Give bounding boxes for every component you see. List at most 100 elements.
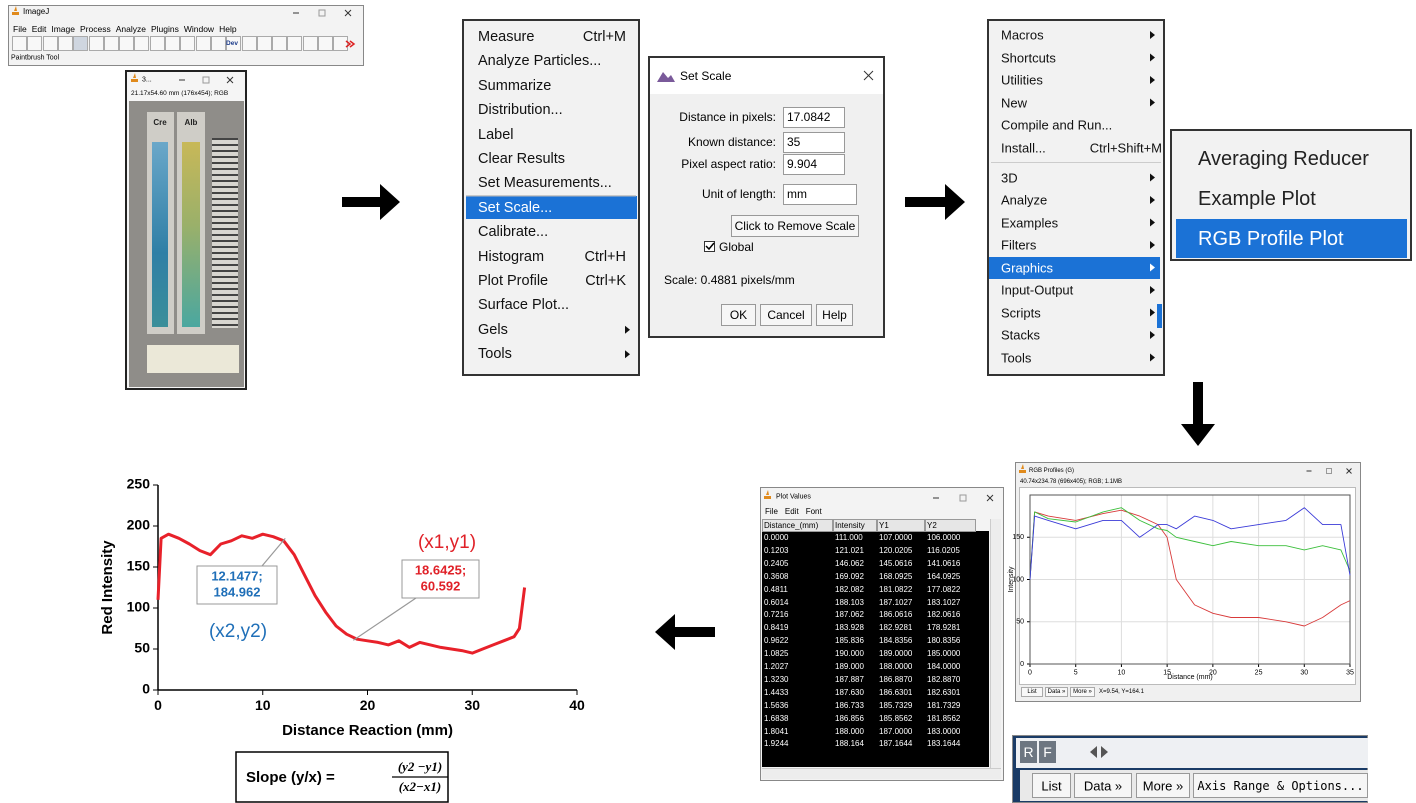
- menu-item[interactable]: Input-Output: [1001, 284, 1073, 297]
- table-cell: 141.0616: [927, 560, 960, 568]
- table-cell: 188.000: [835, 728, 864, 736]
- menu-item[interactable]: Shortcuts: [1001, 51, 1056, 64]
- button-label: List: [1041, 780, 1061, 793]
- table-cell: 187.062: [835, 611, 864, 619]
- tool-button[interactable]: [134, 36, 149, 51]
- menu-item[interactable]: Averaging Reducer: [1198, 149, 1369, 169]
- table-cell: 184.8356: [879, 637, 912, 645]
- menu-item[interactable]: RGB Profile Plot: [1198, 229, 1344, 249]
- scrollbar[interactable]: [762, 768, 1001, 779]
- menu-item[interactable]: Distribution...: [478, 103, 563, 118]
- menu-item[interactable]: Summarize: [478, 79, 551, 94]
- tool-button[interactable]: [196, 36, 211, 51]
- menu-item[interactable]: Image: [51, 25, 75, 34]
- menu-item[interactable]: Install...: [1001, 141, 1046, 154]
- table-cell: 186.6301: [879, 689, 912, 697]
- menu-item[interactable]: Gels: [478, 323, 508, 338]
- table-cell: 107.0000: [879, 534, 912, 542]
- tool-button[interactable]: [12, 36, 27, 51]
- tool-button[interactable]: [242, 36, 257, 51]
- menu-item[interactable]: Utilities: [1001, 74, 1043, 87]
- window-title: Plot Values: [776, 494, 811, 501]
- menu-item[interactable]: Surface Plot...: [478, 298, 569, 313]
- menu-item[interactable]: Tools: [1001, 351, 1031, 364]
- button-label: Data »: [1084, 780, 1122, 793]
- y-tick-label: 0: [142, 681, 150, 697]
- menu-item[interactable]: Analyze: [1001, 194, 1047, 207]
- menu-item[interactable]: Tools: [478, 347, 512, 362]
- menu-item[interactable]: Measure: [478, 30, 534, 45]
- zoom-toolbar: [1016, 738, 1368, 768]
- tool-button[interactable]: [73, 36, 88, 51]
- annotation-text: 184.962: [214, 584, 261, 599]
- y-axis-label: Red Intensity: [99, 540, 116, 635]
- table-cell: 164.0925: [927, 573, 960, 581]
- menu-item[interactable]: Window: [184, 25, 214, 34]
- tool-button[interactable]: [58, 36, 73, 51]
- menu-item[interactable]: Histogram: [478, 249, 544, 264]
- table-cell: 183.0000: [927, 728, 960, 736]
- menu-item[interactable]: Graphics: [1001, 261, 1053, 274]
- menu-item[interactable]: Set Scale...: [478, 201, 552, 216]
- menu-item[interactable]: Process: [80, 25, 111, 34]
- menu-item[interactable]: Macros: [1001, 29, 1044, 42]
- menu-item[interactable]: Scripts: [1001, 306, 1041, 319]
- menu-item[interactable]: Example Plot: [1198, 189, 1316, 209]
- tool-button[interactable]: [287, 36, 302, 51]
- scrollbar[interactable]: [990, 519, 1001, 768]
- y-tick-label: 250: [127, 476, 151, 492]
- tool-button[interactable]: [180, 36, 195, 51]
- tool-button[interactable]: [150, 36, 165, 51]
- table-cell: 0.4811: [764, 586, 788, 594]
- button-label: List: [1027, 689, 1036, 695]
- menu-item[interactable]: Stacks: [1001, 329, 1040, 342]
- tool-button[interactable]: [119, 36, 134, 51]
- checkbox[interactable]: [704, 241, 715, 252]
- tool-button[interactable]: [318, 36, 333, 51]
- table-cell: 145.0616: [879, 560, 912, 568]
- menu-item[interactable]: Compile and Run...: [1001, 119, 1112, 132]
- tool-button[interactable]: [165, 36, 180, 51]
- menu-item[interactable]: Label: [478, 127, 513, 142]
- menu-item[interactable]: File: [13, 25, 27, 34]
- menu-item[interactable]: Clear Results: [478, 152, 565, 167]
- tool-button[interactable]: [272, 36, 287, 51]
- y-axis-label: Intensity: [1008, 566, 1015, 593]
- tool-button[interactable]: [303, 36, 318, 51]
- table-cell: 188.103: [835, 599, 864, 607]
- menu-item[interactable]: Examples: [1001, 216, 1058, 229]
- menu-item[interactable]: Help: [219, 25, 236, 34]
- tool-button[interactable]: [257, 36, 272, 51]
- menu-item[interactable]: Edit: [785, 508, 799, 516]
- point-label: (x2,y2): [209, 621, 267, 642]
- y-tick-label: 50: [134, 640, 150, 656]
- tool-button[interactable]: [104, 36, 119, 51]
- table-cell: 182.082: [835, 586, 864, 594]
- table-cell: 182.6301: [927, 689, 960, 697]
- menu-item[interactable]: Analyze: [116, 25, 146, 34]
- table-cell: 181.8562: [927, 715, 960, 723]
- strip-label: Alb: [185, 119, 198, 127]
- menu-item[interactable]: Calibrate...: [478, 225, 548, 240]
- page: 050100150200250010203040Distance Reactio…: [0, 0, 1416, 803]
- menu-item[interactable]: New: [1001, 96, 1027, 109]
- menu-item[interactable]: Analyze Particles...: [478, 54, 601, 69]
- table-cell: 190.000: [835, 650, 864, 658]
- field-value: 17.0842: [787, 111, 830, 123]
- menu-item[interactable]: Font: [806, 508, 822, 516]
- menu-item[interactable]: Filters: [1001, 239, 1036, 252]
- menu-item[interactable]: File: [765, 508, 778, 516]
- tool-button[interactable]: [43, 36, 58, 51]
- menu-item[interactable]: Plugins: [151, 25, 179, 34]
- plot-area: [1019, 487, 1356, 685]
- menu-item[interactable]: 3D: [1001, 171, 1018, 184]
- tool-button[interactable]: [89, 36, 104, 51]
- table-cell: 187.887: [835, 676, 864, 684]
- tool-button[interactable]: [333, 36, 348, 51]
- menu-item[interactable]: Set Measurements...: [478, 176, 612, 191]
- tool-button[interactable]: [211, 36, 226, 51]
- menu-item[interactable]: Plot Profile: [478, 274, 548, 289]
- tool-button[interactable]: [27, 36, 42, 51]
- dialog-title: Set Scale: [680, 70, 731, 82]
- menu-item[interactable]: Edit: [32, 25, 47, 34]
